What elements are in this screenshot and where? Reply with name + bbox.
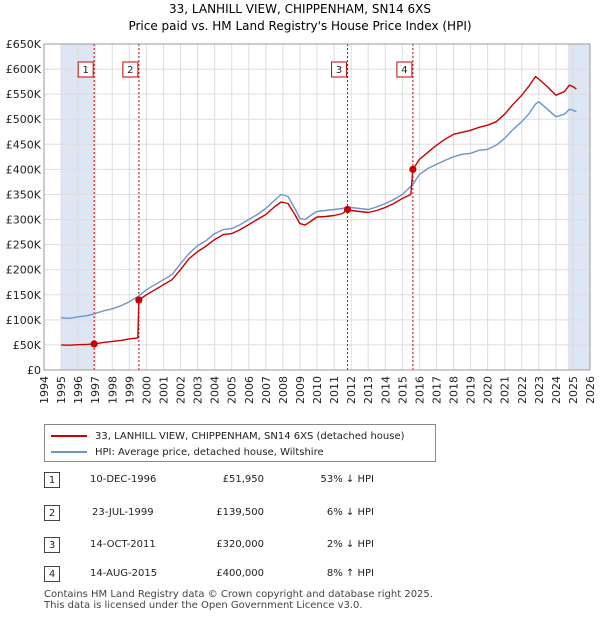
- x-tick-label: 2007: [260, 376, 273, 404]
- y-tick-label: £450K: [6, 138, 42, 151]
- sale-badge: [122, 61, 139, 78]
- sale-row: 4 14-AUG-2015 £400,000 8% ↑ HPI: [44, 565, 444, 585]
- y-tick-label: £400K: [6, 163, 42, 176]
- sale-price: £51,950: [222, 474, 264, 485]
- x-tick-label: 2025: [567, 376, 580, 404]
- sale-date: 23-JUL-1999: [92, 507, 154, 518]
- x-tick-label: 2019: [465, 376, 478, 404]
- chart-subtitle: Price paid vs. HM Land Registry's House …: [128, 19, 471, 33]
- sale-badge: [77, 61, 94, 78]
- sale-hpi-delta: 53% ↓ HPI: [320, 474, 374, 485]
- y-tick-label: £100K: [6, 314, 42, 327]
- sale-number-badge: 3: [44, 537, 60, 553]
- sale-point: [343, 205, 352, 214]
- x-tick-label: 2009: [294, 376, 307, 404]
- sale-badge: [396, 61, 413, 78]
- x-tick-label: 2011: [328, 376, 341, 404]
- sale-price: £139,500: [216, 507, 264, 518]
- price-chart: 33, LANHILL VIEW, CHIPPENHAM, SN14 6XS P…: [6, 2, 597, 404]
- x-tick-label: 2005: [226, 376, 239, 404]
- property-series-line: [61, 75, 577, 346]
- x-tick-label: 2016: [413, 376, 426, 404]
- footer-attribution: Contains HM Land Registry data © Crown c…: [44, 589, 433, 611]
- shaded-period: [567, 44, 590, 370]
- x-tick-label: 2020: [482, 376, 495, 404]
- x-tick-label: 1998: [106, 376, 119, 404]
- sale-number-badge: 4: [44, 566, 60, 582]
- sale-row: 2 23-JUL-1999 £139,500 6% ↓ HPI: [44, 504, 444, 524]
- x-tick-label: 2003: [192, 376, 205, 404]
- plot-frame: [43, 43, 591, 371]
- footer-licence: This data is licensed under the Open Gov…: [44, 600, 363, 611]
- legend-item-property: 33, LANHILL VIEW, CHIPPENHAM, SN14 6XS (…: [51, 429, 405, 443]
- sale-point: [90, 340, 98, 348]
- x-tick-label: 2008: [277, 376, 290, 404]
- x-tick-label: 2026: [584, 376, 597, 404]
- x-tick-label: 2018: [448, 376, 461, 404]
- y-tick-label: £550K: [6, 88, 42, 101]
- y-tick-label: £500K: [6, 113, 42, 126]
- x-tick-label: 2017: [430, 376, 443, 404]
- sale-badge-label: 3: [336, 65, 342, 76]
- legend-label-hpi: HPI: Average price, detached house, Wilt…: [95, 446, 324, 458]
- sale-badge: [331, 61, 348, 78]
- x-tick-label: 2023: [533, 376, 546, 404]
- x-tick-label: 2006: [243, 376, 256, 404]
- y-tick-label: £150K: [6, 289, 42, 302]
- y-tick-label: £600K: [6, 63, 42, 76]
- x-tick-label: 2000: [140, 376, 153, 404]
- y-tick-label: £350K: [6, 188, 42, 201]
- x-tick-label: 2022: [516, 376, 529, 404]
- x-tick-label: 2015: [396, 376, 409, 404]
- legend-item-hpi: HPI: Average price, detached house, Wilt…: [51, 445, 324, 459]
- x-tick-label: 2001: [157, 376, 170, 404]
- sale-number-badge: 1: [44, 472, 60, 488]
- x-tick-label: 2004: [209, 376, 222, 404]
- hpi-series-line: [61, 100, 577, 319]
- sale-number-badge: 2: [44, 505, 60, 521]
- sale-hpi-delta: 2% ↓ HPI: [326, 539, 374, 550]
- x-tick-label: 2013: [362, 376, 375, 404]
- sale-badge-label: 4: [401, 65, 407, 76]
- x-tick-label: 1995: [55, 376, 68, 404]
- shaded-period: [61, 44, 95, 370]
- y-tick-label: £300K: [6, 214, 42, 227]
- y-tick-label: £200K: [6, 264, 42, 277]
- legend-swatch-property: [51, 435, 87, 437]
- sale-date: 14-OCT-2011: [90, 539, 156, 550]
- sale-hpi-delta: 6% ↓ HPI: [326, 507, 374, 518]
- x-tick-label: 2014: [379, 376, 392, 404]
- sale-date: 14-AUG-2015: [90, 568, 158, 579]
- sale-hpi-delta: 8% ↑ HPI: [326, 568, 374, 579]
- y-tick-label: £250K: [6, 239, 42, 252]
- x-tick-label: 1994: [38, 376, 51, 404]
- legend-swatch-hpi: [51, 451, 87, 453]
- x-tick-label: 2024: [550, 376, 563, 404]
- x-tick-label: 1999: [123, 376, 136, 404]
- x-tick-label: 1996: [72, 376, 85, 404]
- y-tick-label: £50K: [13, 339, 42, 352]
- chart-title: 33, LANHILL VIEW, CHIPPENHAM, SN14 6XS: [169, 2, 431, 16]
- y-tick-label: £0: [27, 364, 41, 377]
- footer-copyright: Contains HM Land Registry data © Crown c…: [44, 589, 433, 600]
- x-tick-label: 2012: [345, 376, 358, 404]
- sale-date: 10-DEC-1996: [90, 474, 157, 485]
- x-tick-label: 1997: [89, 376, 102, 404]
- x-tick-label: 2002: [175, 376, 188, 404]
- sale-badge-label: 1: [82, 65, 88, 76]
- chart-legend: 33, LANHILL VIEW, CHIPPENHAM, SN14 6XS (…: [44, 424, 436, 462]
- x-tick-label: 2010: [311, 376, 324, 404]
- sale-row: 3 14-OCT-2011 £320,000 2% ↓ HPI: [44, 536, 444, 556]
- sale-row: 1 10-DEC-1996 £51,950 53% ↓ HPI: [44, 471, 444, 491]
- y-tick-label: £650K: [6, 38, 42, 51]
- sale-point: [409, 165, 417, 173]
- sale-price: £400,000: [216, 568, 264, 579]
- sale-badge-label: 2: [127, 65, 133, 76]
- x-tick-label: 2021: [499, 376, 512, 404]
- legend-label-property: 33, LANHILL VIEW, CHIPPENHAM, SN14 6XS (…: [95, 430, 405, 442]
- sale-price: £320,000: [216, 539, 264, 550]
- sale-point: [135, 296, 143, 304]
